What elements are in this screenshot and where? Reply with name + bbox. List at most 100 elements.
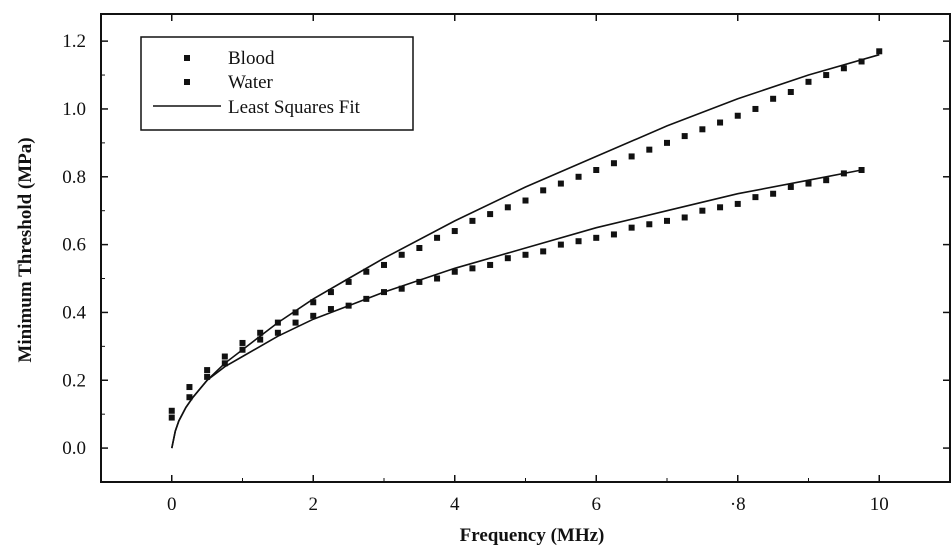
marker-blood [628,153,635,160]
marker-blood [345,278,352,285]
y-tick-label: 0.4 [62,302,86,323]
marker-water [381,289,387,296]
marker-water [823,177,830,184]
marker-blood [557,180,564,187]
marker-water [168,414,175,421]
marker-blood [451,228,458,235]
x-axis: 0 2 4 6 ·8 10 [100,14,951,515]
marker-blood [239,339,246,346]
legend-water-marker [184,79,190,85]
y-axis-label: Minimum Threshold (MPa) [15,137,36,362]
marker-blood [787,89,794,95]
marker-water [327,306,334,313]
marker-blood [858,58,865,65]
marker-water [575,238,582,245]
marker-blood [398,251,405,258]
y-tick-label: 1.2 [62,31,86,52]
marker-water [257,336,264,343]
marker-blood [681,133,688,140]
y-tick-label: 0.8 [62,167,86,188]
x-tick-label: 2 [309,494,319,515]
marker-blood [699,126,706,133]
marker-water [186,394,193,401]
marker-blood [540,187,547,194]
marker-blood [770,95,777,102]
marker-blood [876,48,883,55]
marker-water [770,190,777,197]
marker-water [681,214,688,221]
marker-water [752,194,759,201]
data-markers [168,48,883,421]
marker-water [274,329,281,336]
marker-water [504,255,511,262]
marker-water [858,167,865,173]
marker-water [363,295,370,302]
marker-water [469,265,476,272]
marker-water [345,302,352,309]
x-tick-label: 6 [592,494,602,515]
marker-water [540,248,547,255]
marker-blood [717,119,724,126]
legend-blood-marker [184,55,190,61]
marker-blood [204,367,211,374]
marker-blood [274,319,281,326]
legend-label-fit: Least Squares Fit [228,97,361,118]
x-axis-label: Frequency (MHz) [460,525,605,546]
marker-blood [434,234,441,241]
marker-blood [257,329,264,336]
marker-blood [292,309,299,316]
marker-blood [186,384,193,391]
y-tick-label: 0.2 [62,370,86,391]
marker-blood [381,261,387,268]
marker-blood [734,112,741,119]
marker-water [664,217,670,224]
marker-blood [310,299,317,306]
marker-blood [805,78,812,85]
marker-water [398,285,405,292]
marker-water [434,275,441,282]
marker-blood [327,289,334,296]
x-tick-label: ·8 [730,494,746,515]
marker-water [292,319,299,326]
legend: Blood Water Least Squares Fit [140,36,414,131]
marker-blood [575,173,582,180]
marker-water [310,312,317,319]
x-tick-label: 10 [870,494,889,515]
marker-blood [504,204,511,211]
y-tick-label: 0.0 [62,438,86,459]
marker-water [717,204,724,211]
marker-blood [168,407,175,414]
marker-blood [522,197,529,204]
legend-label-blood: Blood [228,48,275,69]
marker-water [239,346,246,353]
marker-water [522,251,529,258]
marker-water [787,183,794,190]
marker-blood [593,167,600,173]
marker-blood [363,268,370,275]
y-tick-label: 0.6 [62,235,86,256]
marker-water [221,360,228,367]
marker-water [451,268,458,275]
marker-water [628,224,635,231]
fit-line-least-squares-fit [171,169,862,449]
marker-blood [416,245,423,251]
marker-blood [823,72,830,79]
marker-water [805,180,812,187]
marker-water [734,200,741,207]
y-tick-label: 1.0 [62,99,86,120]
marker-blood [469,217,476,224]
marker-water [487,261,494,268]
marker-water [646,221,653,228]
marker-blood [221,353,228,360]
fit-lines [171,53,880,449]
marker-water [204,373,211,380]
marker-blood [752,105,759,112]
marker-water [593,234,600,241]
marker-blood [664,139,670,146]
x-tick-label: 0 [167,494,177,515]
marker-blood [646,146,653,153]
marker-blood [610,160,617,167]
marker-water [840,170,847,177]
marker-water [416,278,423,285]
